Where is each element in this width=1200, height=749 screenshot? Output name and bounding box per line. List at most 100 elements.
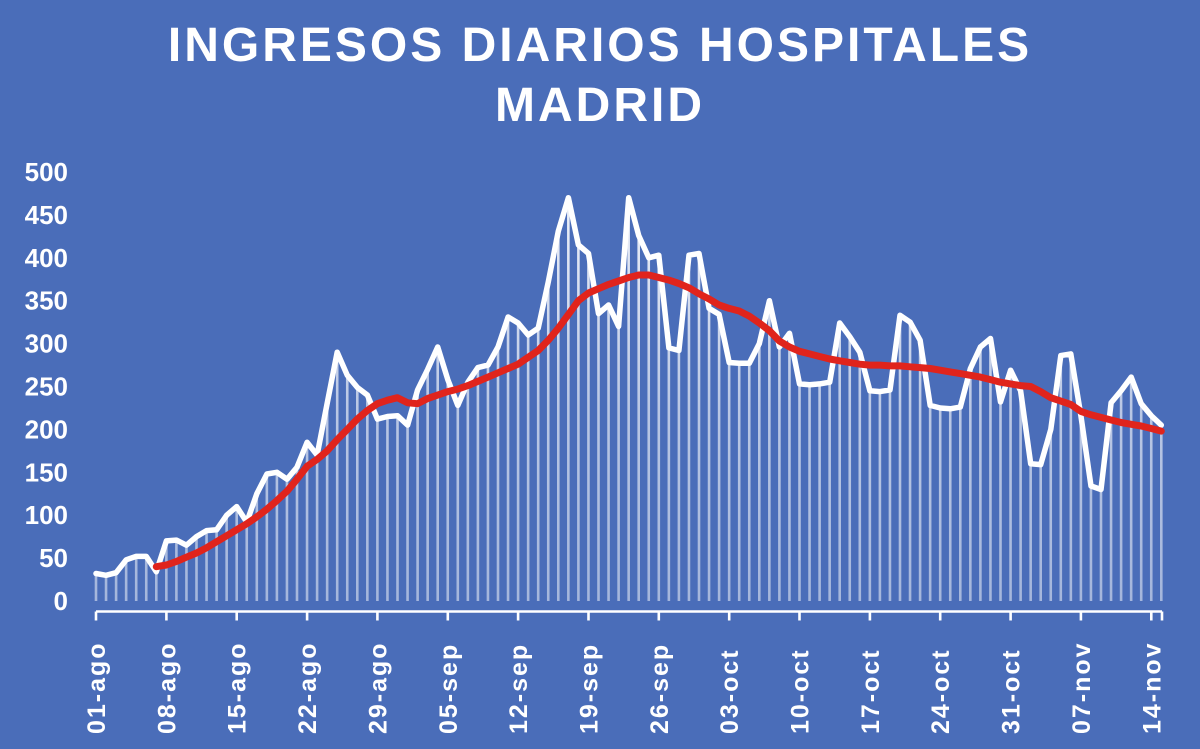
x-axis-label: 17-oct bbox=[857, 648, 885, 734]
daily-bar bbox=[366, 395, 369, 601]
daily-bar bbox=[235, 506, 238, 601]
x-axis-label: 19-sep bbox=[575, 643, 603, 734]
daily-bar bbox=[396, 415, 399, 601]
daily-bar bbox=[778, 347, 781, 601]
daily-bar bbox=[195, 536, 198, 601]
daily-bar bbox=[567, 197, 570, 602]
daily-bar bbox=[185, 545, 188, 601]
x-axis-label: 26-sep bbox=[646, 643, 674, 734]
chart-title-line1: INGRESOS DIARIOS HOSPITALES bbox=[167, 19, 1033, 72]
daily-bar bbox=[989, 338, 992, 601]
daily-bar bbox=[175, 540, 178, 601]
daily-bar bbox=[406, 425, 409, 601]
daily-bar bbox=[376, 419, 379, 601]
daily-bar bbox=[828, 382, 831, 601]
daily-bar bbox=[386, 416, 389, 601]
daily-bar bbox=[959, 407, 962, 601]
daily-bar bbox=[677, 350, 681, 601]
daily-bar bbox=[124, 559, 128, 601]
daily-bar bbox=[737, 363, 741, 601]
daily-bar bbox=[245, 522, 249, 601]
daily-bar bbox=[587, 253, 590, 601]
daily-bar bbox=[205, 530, 208, 601]
daily-bar bbox=[315, 455, 319, 601]
daily-bar bbox=[446, 379, 450, 601]
chart-title: INGRESOS DIARIOS HOSPITALES MADRID bbox=[0, 16, 1200, 136]
x-axis-label: 14-nov bbox=[1138, 641, 1166, 734]
x-axis-label: 24-oct bbox=[927, 648, 955, 734]
daily-bar bbox=[717, 314, 721, 601]
daily-bar bbox=[667, 347, 671, 601]
x-axis-labels: 01-ago 08-ago 15-ago 22-ago 29-ago 05-sep 12-s… bbox=[83, 641, 1166, 734]
daily-bar bbox=[657, 255, 661, 602]
daily-bar bbox=[617, 326, 620, 601]
daily-bar bbox=[697, 253, 701, 601]
y-axis-label: 350 bbox=[25, 286, 68, 316]
daily-bar bbox=[225, 515, 228, 601]
daily-bar bbox=[506, 317, 510, 601]
daily-bar bbox=[285, 479, 289, 601]
daily-bar bbox=[838, 323, 841, 601]
daily-bar bbox=[345, 375, 349, 601]
daily-bar bbox=[627, 197, 630, 602]
daily-bar bbox=[808, 384, 811, 601]
daily-bar bbox=[1019, 390, 1022, 601]
y-axis-label: 300 bbox=[25, 329, 68, 359]
daily-bar bbox=[476, 367, 480, 601]
daily-bar bbox=[1039, 464, 1042, 601]
x-axis-label: 12-sep bbox=[505, 643, 533, 734]
daily-bar bbox=[335, 352, 339, 601]
y-axis-label: 100 bbox=[25, 500, 68, 530]
daily-bar bbox=[1129, 377, 1133, 601]
y-axis-label: 400 bbox=[25, 243, 68, 273]
x-axis-label: 15-ago bbox=[224, 641, 252, 734]
daily-bar bbox=[165, 540, 168, 601]
daily-bar bbox=[637, 235, 640, 602]
daily-bar bbox=[466, 382, 470, 601]
y-axis-label: 150 bbox=[25, 457, 68, 487]
daily-bar bbox=[969, 368, 972, 601]
daily-bar bbox=[918, 340, 922, 601]
daily-bar bbox=[94, 573, 98, 601]
daily-bar bbox=[1109, 402, 1113, 601]
daily-bar bbox=[104, 575, 108, 601]
daily-bar bbox=[868, 390, 872, 601]
daily-bar bbox=[436, 347, 439, 601]
daily-bar bbox=[356, 387, 359, 601]
daily-bar bbox=[155, 571, 158, 601]
daily-bar bbox=[144, 556, 148, 601]
daily-bar bbox=[546, 281, 550, 601]
y-axis-labels: 0 50 100 150 200 250 300 350 400 450 500 bbox=[25, 157, 68, 616]
daily-bar bbox=[758, 343, 761, 601]
daily-bar bbox=[788, 333, 791, 601]
daily-bar bbox=[768, 300, 771, 601]
daily-bar bbox=[647, 257, 651, 601]
daily-bar bbox=[597, 313, 600, 601]
daily-bar bbox=[1049, 429, 1053, 601]
daily-bar bbox=[1099, 489, 1103, 601]
daily-bar bbox=[798, 383, 801, 601]
x-axis-label: 29-ago bbox=[364, 641, 392, 734]
y-axis-label: 50 bbox=[39, 543, 68, 573]
daily-bar bbox=[938, 407, 942, 601]
daily-bar bbox=[948, 408, 952, 601]
daily-bar bbox=[496, 347, 500, 601]
x-axis-label: 01-ago bbox=[83, 641, 111, 734]
daily-bar bbox=[727, 362, 731, 601]
daily-bar bbox=[305, 442, 309, 601]
daily-bar bbox=[1079, 415, 1083, 601]
daily-bar bbox=[325, 403, 329, 601]
y-axis-label: 250 bbox=[25, 372, 68, 402]
daily-bar bbox=[979, 347, 982, 601]
daily-bar bbox=[1160, 425, 1163, 601]
daily-bar bbox=[134, 556, 138, 601]
daily-bar bbox=[1009, 370, 1012, 601]
daily-bar bbox=[1119, 390, 1123, 601]
y-axis-label: 500 bbox=[25, 157, 68, 187]
daily-bar bbox=[818, 383, 821, 601]
daily-bar bbox=[607, 304, 610, 601]
daily-bar bbox=[265, 474, 269, 601]
daily-bar bbox=[888, 389, 892, 601]
